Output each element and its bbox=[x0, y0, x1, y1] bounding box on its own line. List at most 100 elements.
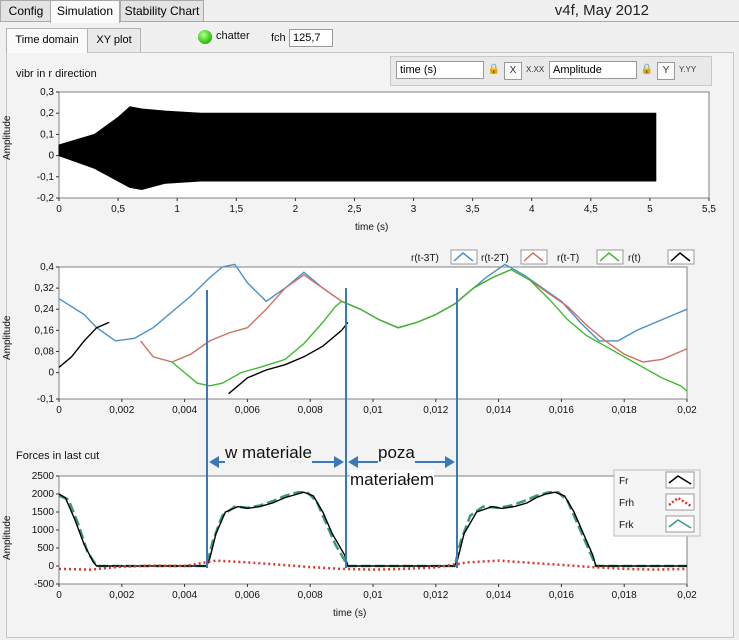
x-tick-label: 0 bbox=[56, 405, 62, 416]
tab-simulation[interactable]: Simulation bbox=[50, 0, 120, 23]
main-tab-bar: Config Simulation Stability Chart v4f, M… bbox=[0, 0, 739, 23]
x-tick-label: 0 bbox=[56, 590, 62, 601]
legend-label: r(t-T) bbox=[557, 253, 579, 264]
legend-swatch bbox=[596, 249, 624, 265]
y-tick-label: -0,2 bbox=[37, 193, 55, 204]
y-tick-label: 1500 bbox=[32, 507, 55, 518]
series-frk bbox=[58, 490, 687, 568]
x-tick-label: 0,006 bbox=[235, 590, 260, 601]
tab-config[interactable]: Config bbox=[0, 0, 52, 21]
forces-chart: 0 0,002 0,004 0,006 0,008 0,01 0,012 0,014 0,016… bbox=[32, 469, 701, 601]
x-tick-label: 0,01 bbox=[363, 590, 383, 601]
y-tick-label: 0,08 bbox=[35, 346, 55, 357]
chart1-ylabel: Amplitude bbox=[2, 115, 13, 160]
fch-field[interactable]: 125,7 bbox=[289, 29, 333, 47]
x-tick-label: 0,018 bbox=[612, 405, 637, 416]
x-tick-label: 0,012 bbox=[423, 590, 448, 601]
x-tick-label: 0,5 bbox=[111, 204, 125, 215]
x-autoscale-icon[interactable]: X bbox=[504, 62, 522, 80]
x-tick-label: 0,002 bbox=[109, 590, 134, 601]
legend-label: Frh bbox=[619, 498, 634, 509]
y-tick-label: 0,1 bbox=[40, 129, 54, 140]
x-format-icon[interactable]: X.XX bbox=[526, 65, 545, 74]
y-tick-label: 1000 bbox=[32, 525, 55, 536]
x-tick-label: 4 bbox=[529, 204, 535, 215]
x-tick-label: 0,006 bbox=[235, 405, 260, 416]
legend-label: Fr bbox=[619, 476, 629, 487]
tab-divider bbox=[0, 21, 739, 22]
plot-area bbox=[58, 266, 688, 400]
x-tick-label: 3,5 bbox=[466, 204, 480, 215]
lock-icon[interactable]: 🔒 bbox=[640, 64, 654, 75]
y-tick-label: 0 bbox=[48, 151, 54, 162]
x-tick-label: 0,02 bbox=[677, 405, 697, 416]
y-autoscale-icon[interactable]: Y bbox=[657, 62, 675, 80]
y-tick-label: 0,24 bbox=[35, 304, 55, 315]
tab-xy-plot[interactable]: XY plot bbox=[87, 28, 141, 53]
y-tick-label: -500 bbox=[34, 579, 54, 590]
tab-stability-chart[interactable]: Stability Chart bbox=[120, 0, 204, 21]
x-tick-label: 1,5 bbox=[229, 204, 243, 215]
legend-line bbox=[453, 252, 474, 262]
legend-swatch bbox=[665, 515, 695, 533]
annotation-poza: poza bbox=[378, 443, 415, 463]
x-tick-label: 0,004 bbox=[172, 590, 197, 601]
y-tick-label: 0,16 bbox=[35, 325, 55, 336]
x-tick-label: 1 bbox=[174, 204, 180, 215]
series-r-t-t bbox=[171, 268, 688, 392]
y-axis-select[interactable]: Amplitude bbox=[549, 61, 637, 79]
x-tick-label: 0,012 bbox=[423, 405, 448, 416]
annotation-w-materiale: w materiale bbox=[225, 443, 312, 463]
x-tick-label: 0 bbox=[56, 204, 62, 215]
legend-swatch bbox=[520, 249, 548, 265]
x-tick-label: 4,5 bbox=[584, 204, 598, 215]
legend-line bbox=[668, 496, 692, 508]
series-fr bbox=[58, 491, 687, 567]
y-tick-label: 0,2 bbox=[40, 108, 54, 119]
x-tick-label: 2 bbox=[293, 204, 299, 215]
x-tick-label: 0,016 bbox=[549, 405, 574, 416]
chatter-led-icon bbox=[198, 30, 212, 44]
legend-swatch bbox=[665, 493, 695, 511]
legend-line bbox=[523, 252, 544, 262]
chart3-xlabel: time (s) bbox=[333, 608, 367, 619]
y-tick-label: 0,4 bbox=[40, 262, 54, 273]
x-axis-select[interactable]: time (s) bbox=[396, 61, 484, 79]
chart3-ylabel: Amplitude bbox=[2, 515, 13, 560]
y-tick-label: -0,1 bbox=[37, 394, 55, 405]
y-tick-label: 2000 bbox=[32, 489, 55, 500]
y-tick-label: 0 bbox=[48, 368, 54, 379]
fch-label: fch bbox=[271, 32, 286, 44]
x-tick-label: 0,002 bbox=[109, 405, 134, 416]
legend-swatch bbox=[667, 249, 695, 265]
legend-swatch bbox=[450, 249, 478, 265]
legend-line bbox=[599, 252, 620, 262]
legend-label: r(t) bbox=[628, 253, 641, 264]
x-tick-label: 0,01 bbox=[363, 405, 383, 416]
x-tick-label: 0,02 bbox=[677, 590, 697, 601]
annotation-materialem: materiałem bbox=[350, 470, 435, 490]
x-tick-label: 3 bbox=[411, 204, 417, 215]
tab-time-domain[interactable]: Time domain bbox=[6, 28, 88, 53]
legend-label: r(t-3T) bbox=[411, 253, 439, 264]
rotation-chart: 0 0,002 0,004 0,006 0,008 0,01 0,012 0,014 0,016… bbox=[35, 249, 697, 416]
x-tick-label: 0,014 bbox=[486, 405, 511, 416]
chart1-xlabel: time (s) bbox=[355, 222, 389, 233]
legend-line bbox=[670, 252, 691, 262]
chart2-ylabel: Amplitude bbox=[2, 315, 13, 360]
x-tick-label: 0,008 bbox=[298, 405, 323, 416]
y-tick-label: -0,1 bbox=[37, 172, 55, 183]
y-tick-label: 0 bbox=[48, 561, 54, 572]
version-label: v4f, May 2012 bbox=[554, 2, 649, 19]
x-tick-label: 0,008 bbox=[298, 590, 323, 601]
x-tick-label: 5,5 bbox=[702, 204, 716, 215]
y-tick-label: 2500 bbox=[32, 471, 55, 482]
y-format-icon[interactable]: Y.YY bbox=[679, 65, 697, 74]
y-tick-label: 500 bbox=[37, 543, 54, 554]
x-tick-label: 2,5 bbox=[348, 204, 362, 215]
series-r-t bbox=[58, 321, 349, 395]
x-tick-label: 0,018 bbox=[612, 590, 637, 601]
lock-icon[interactable]: 🔒 bbox=[487, 64, 501, 75]
x-tick-label: 5 bbox=[647, 204, 653, 215]
chatter-label: chatter bbox=[216, 30, 250, 42]
